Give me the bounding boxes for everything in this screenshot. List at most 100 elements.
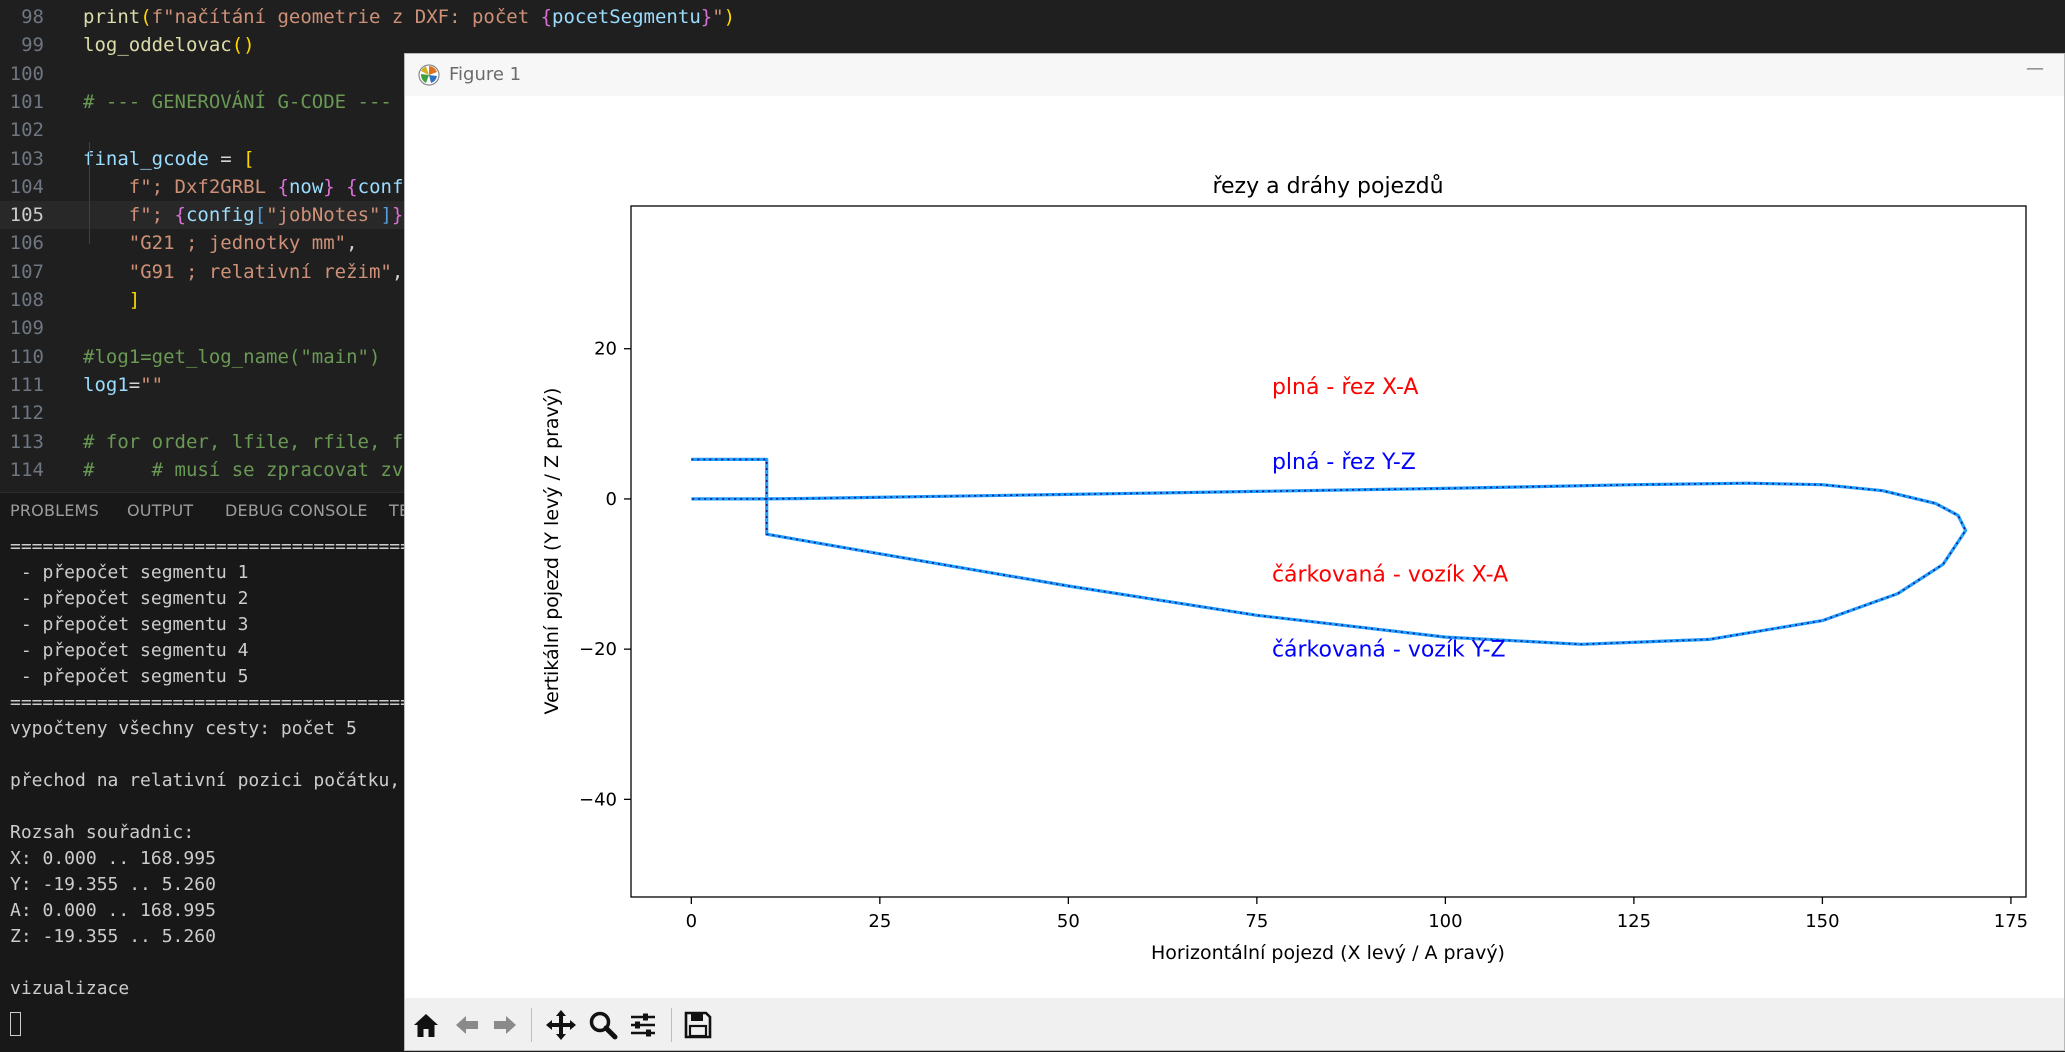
line-number: 102 bbox=[9, 119, 44, 142]
pan-move-icon[interactable] bbox=[542, 1006, 580, 1044]
configure-subplots-icon[interactable] bbox=[624, 1006, 662, 1044]
code-token: now bbox=[288, 175, 324, 198]
y-axis-label: Vertikální pojezd (Y levý / Z pravý) bbox=[541, 388, 563, 715]
home-icon[interactable] bbox=[407, 1006, 445, 1044]
code-text: # --- GENEROVÁNÍ G-CODE --- bbox=[83, 88, 392, 116]
tab-output[interactable]: OUTPUT bbox=[127, 501, 194, 520]
figure-window[interactable]: Figure 1 — řezy a dráhy pojezdů Horizont… bbox=[404, 53, 2065, 1051]
code-token: print bbox=[83, 6, 141, 28]
tab-problems[interactable]: PROBLEMS bbox=[10, 501, 99, 520]
series-layer bbox=[691, 457, 1968, 646]
code-text: #log1=get_log_name("main") bbox=[83, 343, 380, 371]
x-axis-label: Horizontální pojezd (X levý / A pravý) bbox=[1151, 942, 1505, 964]
terminal-line: - přepočet segmentu 2 bbox=[10, 588, 249, 609]
terminal-line: - přepočet segmentu 3 bbox=[10, 614, 249, 635]
code-line[interactable]: 109 bbox=[0, 314, 410, 342]
y-tick-label: 20 bbox=[594, 339, 617, 360]
code-line[interactable]: 113 # for order, lfile, rfile, f bbox=[0, 428, 410, 456]
line-number: 106 bbox=[9, 232, 44, 255]
terminal-line: Y: -19.355 .. 5.260 bbox=[10, 874, 216, 895]
code-line[interactable]: 103 final_gcode = [ bbox=[0, 145, 410, 173]
code-line[interactable]: 112 bbox=[0, 399, 410, 427]
x-tick-label: 50 bbox=[1057, 911, 1080, 932]
figure-titlebar[interactable]: Figure 1 — bbox=[405, 54, 2064, 96]
line-number: 100 bbox=[9, 62, 44, 85]
code-line[interactable]: 107 "G91 ; relativní režim", bbox=[0, 258, 410, 286]
code-line[interactable]: 102 bbox=[0, 116, 410, 144]
code-token: log_oddelovac bbox=[83, 34, 232, 57]
code-token: } bbox=[391, 204, 404, 227]
code-token: f"; Dxf2GRBL bbox=[128, 175, 278, 198]
code-line[interactable]: 105 f"; {config["jobNotes"]} bbox=[0, 201, 410, 230]
forward-arrow-icon[interactable] bbox=[486, 1006, 524, 1044]
axes-frame bbox=[630, 205, 2027, 898]
code-token: } bbox=[323, 175, 335, 198]
zoom-magnifier-icon[interactable] bbox=[584, 1006, 622, 1044]
x-tick-label: 100 bbox=[1428, 911, 1462, 932]
code-text: # # musí se zpracovat zv bbox=[83, 456, 403, 484]
code-token bbox=[83, 289, 129, 311]
legend-annotation: plná - řez Y-Z bbox=[1272, 450, 1416, 475]
code-line[interactable]: 98 print(f"načítání geometrie z DXF: poče… bbox=[0, 3, 735, 31]
line-number: 105 bbox=[9, 204, 44, 227]
code-text: ] bbox=[83, 286, 140, 314]
code-token: () bbox=[231, 34, 255, 57]
line-number: 108 bbox=[9, 289, 44, 311]
x-tick-label: 125 bbox=[1617, 911, 1651, 932]
minimize-button[interactable]: — bbox=[2026, 58, 2044, 79]
code-token: [ bbox=[243, 147, 255, 170]
x-tick-label: 75 bbox=[1245, 911, 1268, 932]
terminal-line: ========================================… bbox=[10, 692, 410, 713]
code-token: ] bbox=[128, 289, 141, 311]
solid-cut-path bbox=[691, 457, 1968, 646]
code-token: = bbox=[208, 147, 244, 170]
back-arrow-icon[interactable] bbox=[448, 1006, 486, 1044]
save-floppy-icon[interactable] bbox=[679, 1006, 717, 1044]
bottom-panel: PROBLEMS OUTPUT DEBUG CONSOLE TE =======… bbox=[0, 492, 410, 1052]
code-line[interactable]: 111 log1="" bbox=[0, 371, 410, 399]
x-tick-label: 150 bbox=[1805, 911, 1839, 932]
code-token: [ bbox=[254, 204, 267, 227]
y-tick-label: 0 bbox=[606, 489, 617, 510]
legend-annotation: čárkovaná - vozík Y-Z bbox=[1272, 638, 1506, 663]
code-token bbox=[335, 176, 346, 198]
code-line[interactable]: 104 f"; Dxf2GRBL {now} {config bbox=[0, 173, 427, 201]
code-line[interactable]: 100 bbox=[0, 60, 410, 88]
code-text: "G21 ; jednotky mm", bbox=[83, 229, 358, 257]
terminal-line: vypočteny všechny cesty: počet 5 bbox=[10, 718, 357, 739]
code-token: { bbox=[174, 204, 186, 227]
code-line[interactable]: 110 #log1=get_log_name("main") bbox=[0, 343, 410, 371]
code-text: f"; Dxf2GRBL {now} {config bbox=[83, 173, 427, 201]
code-token: ( bbox=[140, 6, 152, 28]
code-token: "jobNotes" bbox=[266, 204, 381, 227]
terminal-line: přechod na relativní pozici počátku, bbox=[10, 770, 401, 791]
code-line[interactable]: 101 # --- GENEROVÁNÍ G-CODE --- bbox=[0, 88, 410, 116]
code-token: , bbox=[346, 232, 358, 255]
code-token: } bbox=[700, 6, 713, 28]
code-token: pocetSegmentu bbox=[552, 6, 701, 28]
code-token: #log1=get_log_name("main") bbox=[83, 345, 381, 368]
plot-canvas[interactable]: řezy a dráhy pojezdů Horizontální pojezd… bbox=[405, 54, 2065, 998]
tab-debug-console[interactable]: DEBUG CONSOLE bbox=[225, 501, 368, 520]
chart-title: řezy a dráhy pojezdů bbox=[1212, 174, 1443, 199]
y-tick-label: −20 bbox=[579, 639, 617, 660]
code-line[interactable]: 114 # # musí se zpracovat zv bbox=[0, 456, 410, 484]
code-line[interactable]: 108 ] bbox=[0, 286, 410, 314]
code-token: "G91 ; relativní režim" bbox=[128, 260, 392, 283]
code-text: # for order, lfile, rfile, f bbox=[83, 428, 403, 456]
legend-annotation: čárkovaná - vozík X-A bbox=[1272, 563, 1508, 588]
line-number: 99 bbox=[21, 34, 44, 57]
code-token: f"; bbox=[128, 204, 175, 227]
code-line[interactable]: 99 log_oddelovac() bbox=[0, 31, 410, 59]
code-text: log1="" bbox=[83, 371, 163, 399]
toolbar-separator bbox=[671, 1008, 672, 1042]
code-token: final_gcode bbox=[83, 147, 209, 170]
code-text: f"; {config["jobNotes"]} bbox=[83, 201, 404, 229]
code-line[interactable]: 106 "G21 ; jednotky mm", bbox=[0, 229, 410, 257]
code-token: "" bbox=[140, 373, 164, 396]
toolbar-separator bbox=[531, 1008, 532, 1042]
terminal-line: ========================================… bbox=[10, 536, 410, 557]
code-text: print(f"načítání geometrie z DXF: počet … bbox=[83, 3, 735, 31]
terminal-cursor bbox=[10, 1012, 21, 1036]
